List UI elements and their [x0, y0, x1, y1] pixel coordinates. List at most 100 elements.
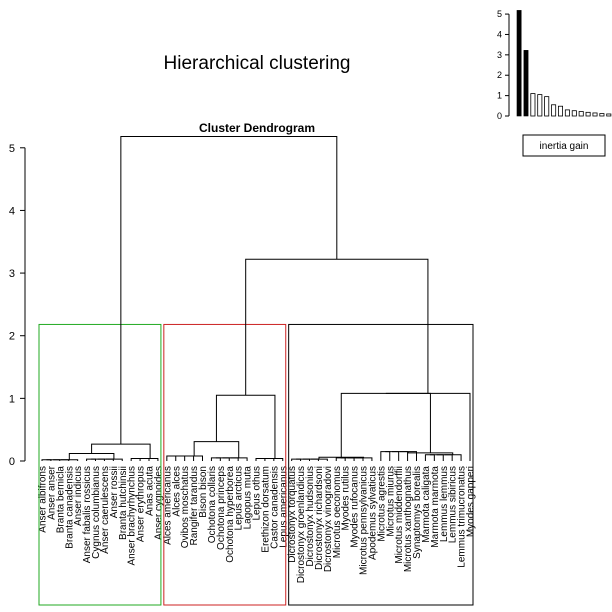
inset-bar: [551, 104, 557, 117]
dendrogram-link: [267, 457, 284, 461]
leaf-label: Anser indicus: [73, 466, 84, 526]
dendrogram-link: [318, 456, 365, 460]
leaf-label: Microtus pennsylvanicus: [359, 466, 370, 575]
inset-bar: [564, 109, 570, 117]
leaf-label: Microtus miurus: [385, 466, 396, 537]
dendrogram-link: [399, 451, 417, 461]
inertia-gain-legend: inertia gain: [522, 134, 606, 157]
leaf-label: Rangifer tarandus: [189, 466, 200, 546]
inset-bar: [571, 110, 577, 117]
inset-y-tick-label: 3: [497, 50, 502, 60]
dendrogram-link: [391, 451, 409, 461]
leaf-label: Castor canadensis: [269, 466, 280, 549]
leaf-label: Alces americanus: [162, 466, 173, 545]
chart-title: Hierarchical clustering: [164, 53, 351, 74]
leaf-label: Lepus americanus: [278, 466, 289, 548]
leaf-label: Marmota caligata: [421, 466, 432, 543]
dendrogram-link: [86, 458, 96, 461]
dendrogram-link: [105, 458, 123, 461]
leaf-label: Marmota marmota: [430, 466, 441, 548]
cluster-box: [38, 323, 162, 606]
legend-box: [522, 134, 606, 157]
leaf-label: Microtus xanthognathus: [403, 466, 414, 572]
dendrogram-link: [245, 258, 429, 396]
inset-y-tick-label: 2: [497, 70, 502, 80]
leaf-label: Branta bernicla: [55, 466, 66, 534]
y-tick-label: 2: [9, 331, 15, 343]
leaf-label: Anser caerulescens: [100, 466, 111, 554]
leaf-label: Dicrostonyx vinogradovi: [323, 466, 334, 572]
dendrogram-link: [215, 394, 276, 459]
leaf-label: Branta hutchinsii: [118, 466, 129, 540]
dendrogram-link: [142, 457, 159, 461]
leaf-label: Ovibos moschatus: [180, 466, 191, 548]
dendrogram-link: [380, 451, 391, 461]
dendrogram-link: [385, 451, 400, 461]
inset-y-tick-label: 5: [497, 9, 502, 19]
leaf-label: Lepus othus: [252, 466, 263, 521]
leaf-label: Lemmus sibiricus: [448, 466, 459, 543]
dendrogram-link: [120, 136, 338, 445]
leaf-label: Cygnus columbianus: [91, 466, 102, 559]
inset-bar: [578, 111, 584, 117]
inset-bar: [592, 112, 598, 117]
leaf-label: Dicrostonyx richardsoni: [314, 466, 325, 570]
dendrogram-subtitle: Cluster Dendrogram: [199, 121, 315, 135]
dendrogram-link: [91, 443, 151, 459]
y-tick-label: 4: [9, 205, 15, 217]
dendrogram-link: [177, 455, 195, 461]
dendrogram-link: [166, 455, 177, 461]
leaf-label: Myodes gapperi: [466, 466, 477, 537]
leaf-label: Anser albifrons: [38, 466, 49, 533]
leaf-label: Anser erythropus: [136, 466, 147, 542]
leaf-label: Apodemus sylvaticus: [367, 466, 378, 560]
dendrogram-link: [171, 455, 186, 461]
leaf-label: Synaptomys borealis: [412, 466, 423, 559]
dendrogram-link: [310, 458, 328, 461]
inertia-gain-inset: 0 1 2 3 4 5: [497, 9, 612, 121]
leaf-label: Erethizon dorsatum: [260, 466, 271, 553]
dendrogram-link: [185, 455, 203, 461]
dendrogram-link: [429, 454, 444, 461]
leaf-label: Microtus oeconomus: [332, 466, 343, 558]
cluster-box: [163, 323, 287, 606]
leaf-label: Lemmus trimucronatus: [457, 466, 468, 568]
leaf-label: Anser cygnoides: [153, 466, 164, 540]
leaf-label: Ochotona collaris: [207, 466, 218, 543]
inset-bar: [537, 94, 543, 117]
leaf-label: Dicrostonyx torquatus: [287, 466, 298, 563]
inset-bar: [544, 96, 550, 117]
inset-y-tick-label: 0: [497, 111, 502, 121]
leaf-label: Lemmus lemmus: [439, 466, 450, 542]
inset-bar: [523, 50, 529, 117]
inset-bar: [558, 105, 564, 117]
inset-bar: [516, 10, 522, 117]
y-tick-label: 3: [9, 268, 15, 280]
cluster-box: [288, 323, 474, 606]
leaf-label: Microtus agrestis: [376, 466, 387, 542]
dendrogram-link: [407, 451, 454, 455]
leaf-label: Anser anser: [46, 465, 57, 520]
inset-bar: [530, 93, 536, 117]
dendrogram-link: [424, 454, 435, 461]
dendrogram-link: [230, 457, 248, 461]
y-tick-label: 5: [9, 143, 15, 155]
leaf-label: Anser fabalis rossicus: [82, 466, 93, 563]
inset-bar: [585, 111, 591, 117]
inset-y-tick-label: 4: [497, 29, 502, 39]
inset-bar: [606, 113, 612, 117]
leaf-label: Bison bison: [198, 466, 209, 518]
dendrogram-link: [193, 441, 240, 458]
leaf-label: Anser rossii: [109, 466, 120, 518]
leaf-label: Lepus arcticus: [234, 466, 245, 530]
leaf-label: Branta canadensis: [64, 466, 75, 549]
dendrogram-link: [340, 392, 431, 458]
leaf-label: Ochotona hyperborea: [225, 466, 236, 563]
leaf-label: Myodes rufocanus: [350, 466, 361, 548]
leaf-label: Myodes rutilus: [341, 466, 352, 530]
y-tick-label: 1: [9, 393, 15, 405]
dendrogram-link: [60, 459, 79, 461]
